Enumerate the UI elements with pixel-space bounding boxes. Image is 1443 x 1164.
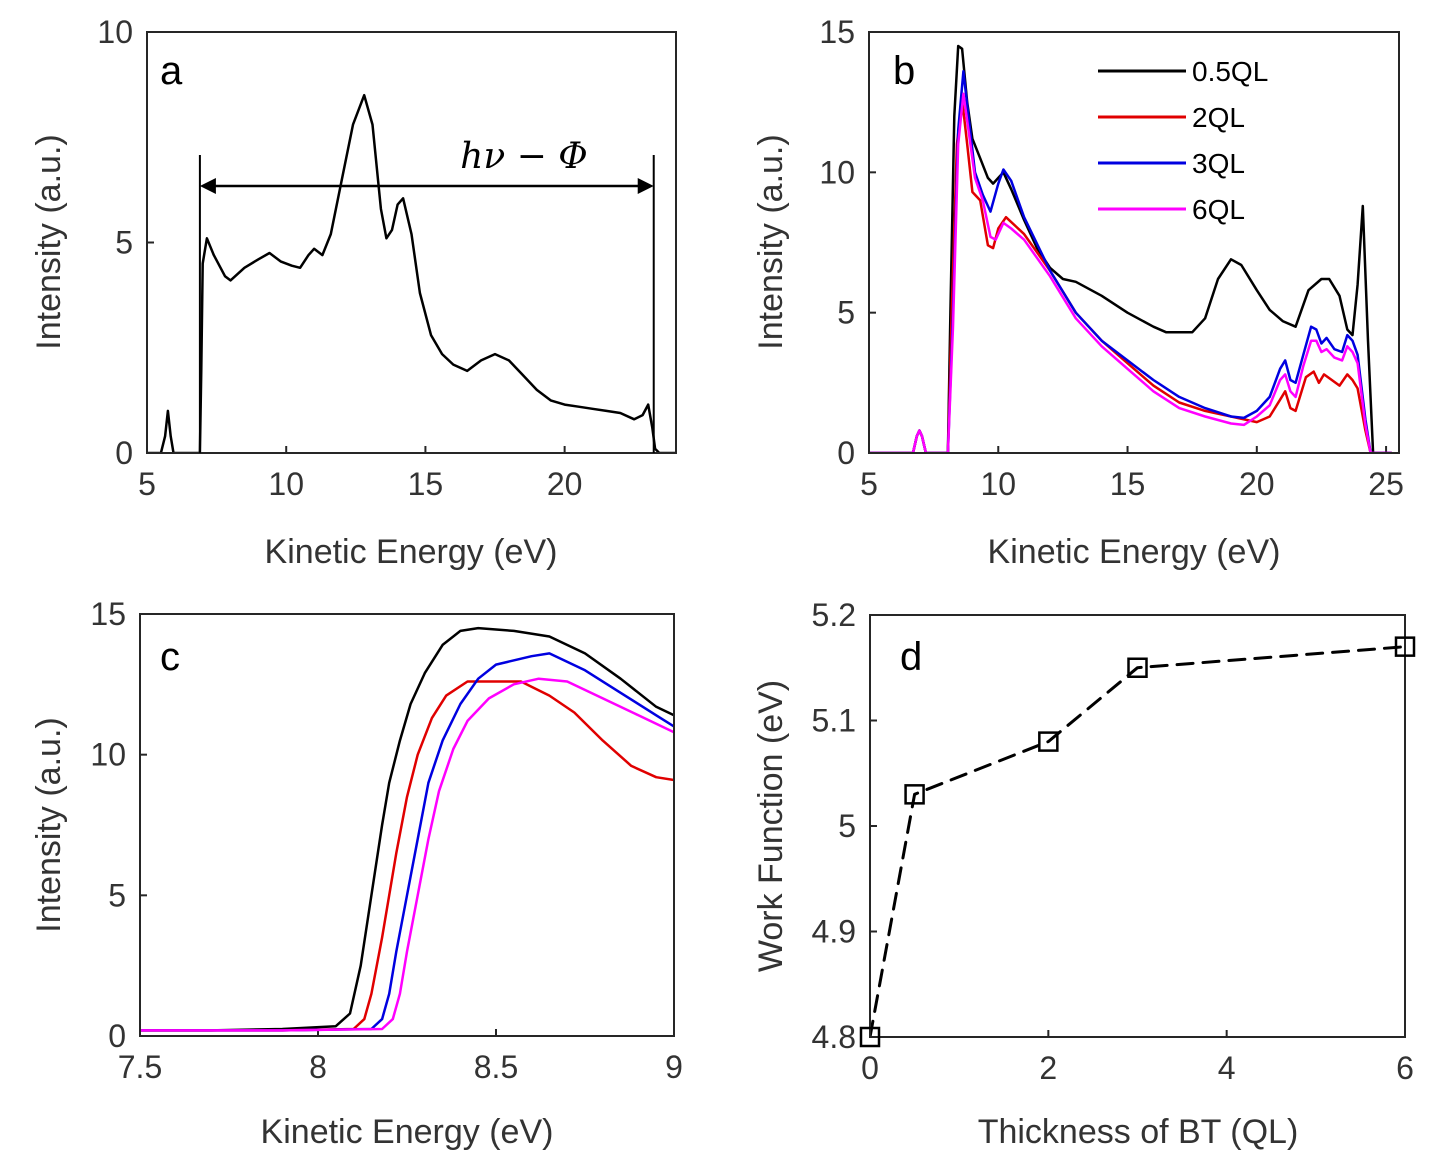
- x-tick-label: 25: [1368, 466, 1404, 502]
- panel-d-ylabel: Work Function (eV): [752, 680, 790, 972]
- panel-c-label: c: [160, 635, 180, 679]
- panel-c-plot: [140, 626, 674, 1032]
- x-tick-label: 10: [980, 466, 1016, 502]
- data-point-marker: [1394, 636, 1416, 657]
- x-tick-label: 20: [547, 466, 583, 502]
- series-line-0-5ql: [869, 44, 1393, 453]
- legend-label-3ql: 3QL: [1192, 148, 1245, 179]
- x-tick-label: 5: [138, 466, 156, 502]
- panel-a-plot: [147, 93, 676, 453]
- panel-c-ylabel: Intensity (a.u.): [30, 717, 68, 932]
- panel-b-plot: [869, 44, 1393, 453]
- x-tick-label: 2: [1039, 1050, 1057, 1086]
- panel-d-xlabel: Thickness of BT (QL): [978, 1113, 1299, 1151]
- x-tick-label: 4: [1218, 1050, 1236, 1086]
- series-line-3ql: [140, 652, 674, 1032]
- x-tick-label: 9: [665, 1049, 683, 1085]
- data-point-marker: [1038, 731, 1059, 752]
- panel-c: 7.5 8 8.5 9 0 5 10 15 c Kinetic Energy (eV) Int…: [30, 596, 683, 1151]
- series-line-2ql: [140, 680, 674, 1032]
- y-tick-label: 0: [115, 435, 133, 471]
- x-tick-label: 8.5: [474, 1049, 518, 1085]
- y-tick-label: 0: [108, 1018, 126, 1054]
- y-tick-label: 5: [115, 225, 133, 261]
- x-tick-label: 20: [1239, 466, 1275, 502]
- y-tick-label: 10: [819, 154, 855, 190]
- x-tick-label: 0: [861, 1050, 879, 1086]
- y-tick-label: 15: [90, 596, 126, 632]
- y-tick-label: 5: [838, 808, 856, 844]
- panel-a-xlabel: Kinetic Energy (eV): [265, 533, 558, 571]
- x-tick-label: 8: [309, 1049, 327, 1085]
- series-line-0-5ql: [140, 626, 674, 1032]
- panel-b-xlabel: Kinetic Energy (eV): [988, 533, 1281, 571]
- y-tick-label: 4.8: [812, 1019, 856, 1055]
- series-line-6ql: [869, 92, 1393, 453]
- panel-c-axes-box: [139, 613, 675, 1037]
- annotation-arrowhead-left: [199, 178, 216, 194]
- panel-c-xlabel: Kinetic Energy (eV): [261, 1113, 554, 1151]
- panel-b-label: b: [893, 49, 915, 93]
- y-tick-label: 5.2: [812, 597, 856, 633]
- panel-a-label: a: [160, 49, 183, 93]
- series-line-3ql: [869, 70, 1393, 453]
- panel-b-axes-box: [868, 31, 1400, 454]
- panel-d-axes-box: [869, 614, 1406, 1038]
- series-line-spectrum: [147, 93, 676, 453]
- series-line-work-function: [870, 645, 1405, 1037]
- legend-label-6ql: 6QL: [1192, 194, 1245, 225]
- x-tick-label: 7.5: [118, 1049, 162, 1085]
- y-tick-label: 5: [108, 877, 126, 913]
- y-tick-label: 10: [97, 14, 133, 50]
- panel-a-axes-box: [146, 31, 677, 454]
- x-tick-label: 10: [268, 466, 304, 502]
- y-tick-label: 15: [819, 14, 855, 50]
- data-point-marker: [1127, 657, 1148, 678]
- panel-a-annotation: ℎ𝜈 − Φ: [460, 136, 588, 177]
- panel-b-ylabel: Intensity (a.u.): [752, 134, 790, 349]
- panel-c-ticks: 7.5 8 8.5 9 0 5 10 15: [90, 596, 682, 1085]
- x-tick-label: 6: [1396, 1050, 1414, 1086]
- panel-a-ylabel: Intensity (a.u.): [30, 134, 68, 349]
- series-line-2ql: [869, 98, 1393, 453]
- data-point-marker: [859, 1026, 881, 1048]
- annotation-arrowhead-right: [637, 178, 654, 194]
- y-tick-label: 5: [837, 295, 855, 331]
- panel-d-ticks: 0 2 4 6 4.8 4.9 5 5.1 5.2: [812, 597, 1414, 1086]
- panel-d-label: d: [900, 635, 922, 679]
- panel-b-legend: 0.5QL 2QL 3QL 6QL: [1098, 56, 1268, 225]
- panel-d: 0 2 4 6 4.8 4.9 5 5.1 5.2 d Thickness of BT (QL)…: [752, 597, 1416, 1151]
- x-tick-label: 15: [408, 466, 444, 502]
- legend-label-2ql: 2QL: [1192, 102, 1245, 133]
- x-tick-label: 5: [860, 466, 878, 502]
- series-line-6ql: [140, 677, 674, 1032]
- y-tick-label: 5.1: [812, 703, 856, 739]
- legend-label-0-5ql: 0.5QL: [1192, 56, 1268, 87]
- y-tick-label: 10: [90, 737, 126, 773]
- y-tick-label: 4.9: [812, 914, 856, 950]
- x-tick-label: 15: [1110, 466, 1146, 502]
- y-tick-label: 0: [837, 435, 855, 471]
- data-point-marker: [904, 784, 925, 805]
- panel-d-plot: [870, 645, 1405, 1037]
